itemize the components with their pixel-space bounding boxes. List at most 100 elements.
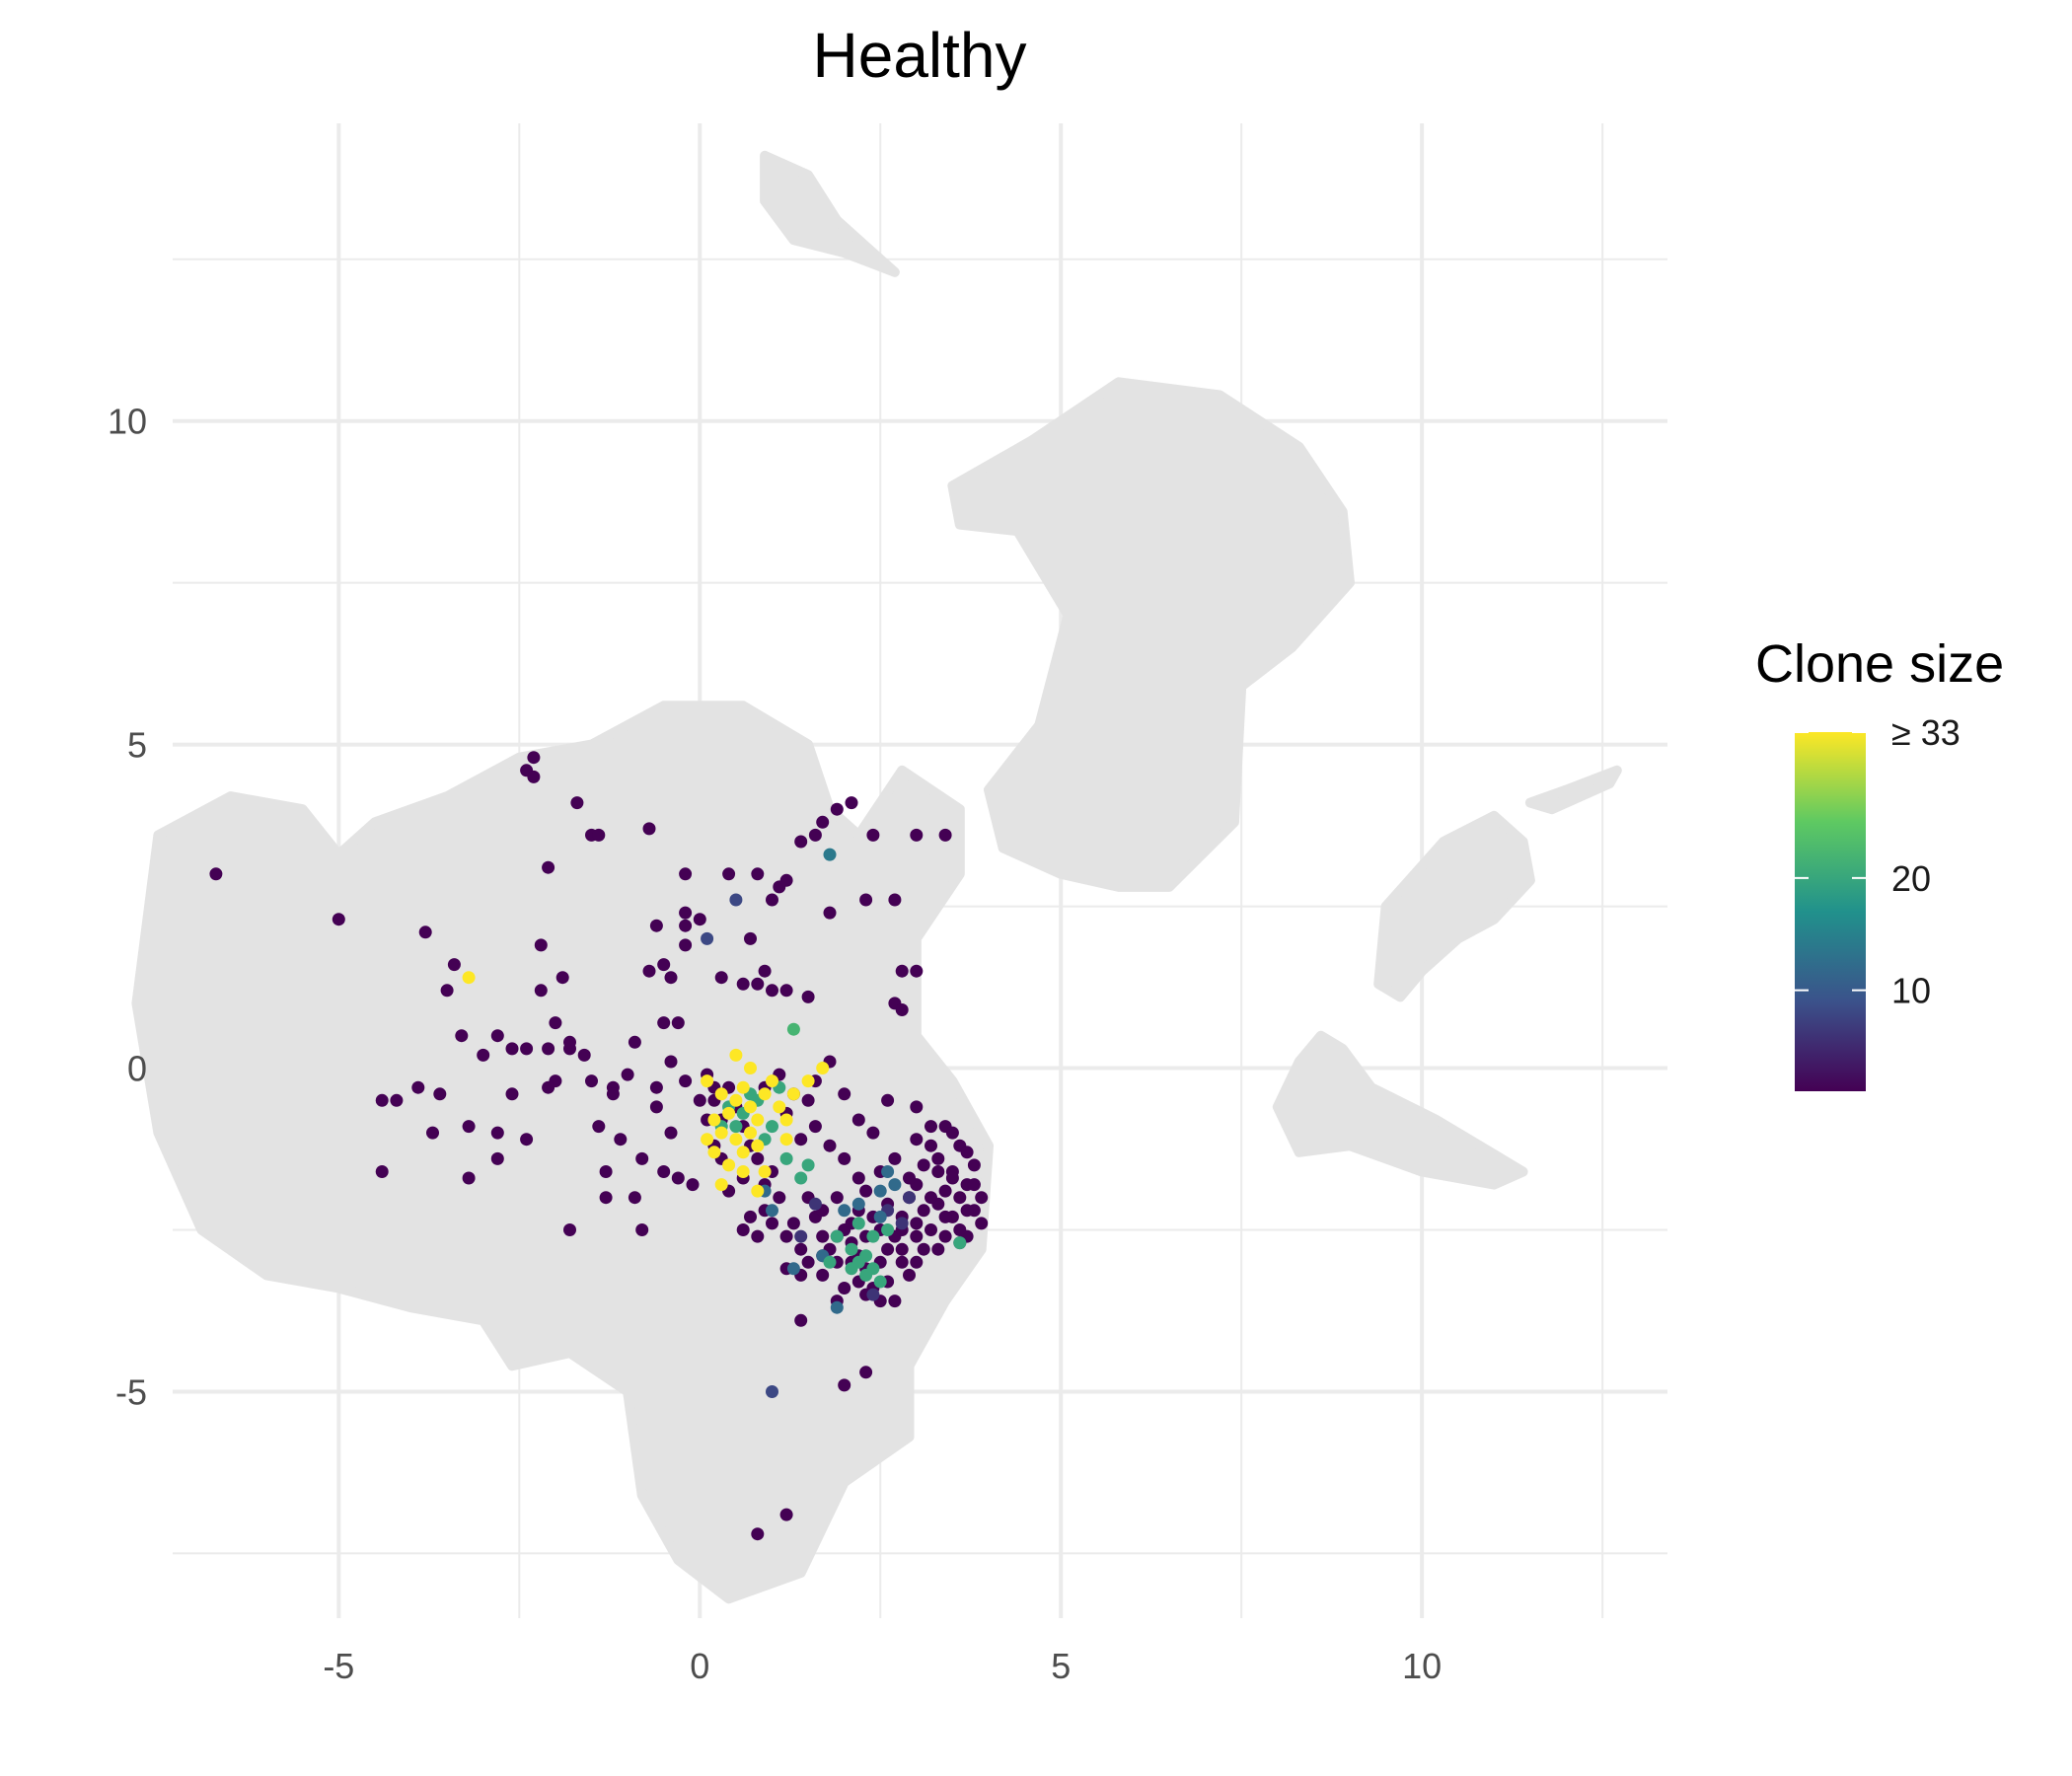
y-tick-label: -5 bbox=[115, 1371, 147, 1412]
cell-point bbox=[888, 1151, 902, 1165]
background-cell-cluster bbox=[131, 701, 994, 1604]
colorbar-tick-label: 20 bbox=[1891, 858, 1931, 899]
cell-point bbox=[903, 1171, 916, 1185]
cell-point bbox=[910, 1255, 924, 1269]
cell-point bbox=[707, 1146, 721, 1159]
cell-point bbox=[751, 1527, 765, 1541]
cell-point bbox=[477, 1048, 490, 1062]
cell-point bbox=[808, 1120, 822, 1134]
cell-point bbox=[542, 1042, 555, 1056]
cell-point bbox=[881, 1242, 895, 1256]
cell-point bbox=[729, 1133, 743, 1147]
cell-point bbox=[664, 971, 678, 985]
cell-point bbox=[642, 822, 656, 836]
cell-point bbox=[744, 1100, 757, 1114]
cell-point bbox=[808, 828, 822, 842]
cell-point bbox=[375, 1093, 389, 1107]
cell-point bbox=[779, 1133, 793, 1147]
cell-point bbox=[938, 1210, 952, 1223]
cell-point bbox=[751, 1139, 765, 1152]
cell-point bbox=[945, 1171, 959, 1185]
cell-point bbox=[786, 1262, 800, 1276]
cell-point bbox=[773, 1100, 786, 1114]
cell-point bbox=[751, 1113, 765, 1127]
cell-point bbox=[910, 964, 924, 978]
cell-point bbox=[462, 971, 476, 985]
cell-point bbox=[794, 1229, 808, 1243]
cell-point bbox=[686, 1178, 700, 1192]
cell-point bbox=[714, 971, 728, 985]
cell-point bbox=[975, 1191, 989, 1205]
cell-point bbox=[490, 1151, 504, 1165]
cell-point bbox=[766, 893, 778, 907]
cell-point bbox=[534, 984, 548, 998]
cell-point bbox=[462, 1171, 476, 1185]
cell-point bbox=[931, 1165, 945, 1178]
cell-point bbox=[701, 1074, 714, 1088]
cell-point bbox=[953, 1236, 967, 1250]
cell-point bbox=[577, 1048, 591, 1062]
cell-point bbox=[895, 1003, 909, 1016]
cell-point bbox=[910, 1133, 924, 1147]
cell-point bbox=[736, 1146, 750, 1159]
cell-point bbox=[823, 848, 837, 861]
background-cell-cluster bbox=[947, 377, 1355, 892]
cell-point bbox=[744, 1062, 757, 1074]
cell-point bbox=[838, 1378, 851, 1392]
cell-point bbox=[679, 1074, 693, 1088]
cell-point bbox=[903, 1191, 916, 1205]
cell-point bbox=[895, 1255, 909, 1269]
cell-point bbox=[938, 1184, 952, 1198]
cell-point bbox=[751, 977, 765, 991]
cell-point bbox=[859, 1268, 873, 1282]
cell-point bbox=[758, 1165, 772, 1178]
clone-points-layer bbox=[209, 751, 989, 1541]
x-tick-label: 0 bbox=[690, 1646, 709, 1686]
cell-point bbox=[779, 1113, 793, 1127]
colorbar-tick-label: 10 bbox=[1891, 971, 1931, 1011]
cell-point bbox=[866, 1229, 880, 1243]
cell-point bbox=[779, 873, 793, 887]
cell-point bbox=[332, 913, 345, 926]
cell-point bbox=[967, 1158, 981, 1172]
cell-point bbox=[614, 1133, 628, 1147]
cell-point bbox=[895, 964, 909, 978]
cell-point bbox=[794, 1313, 808, 1327]
cell-point bbox=[462, 1120, 476, 1134]
cell-point bbox=[766, 1074, 778, 1088]
chart-title: Healthy bbox=[813, 20, 1027, 91]
colorbar-tick-label: ≥ 33 bbox=[1891, 712, 1961, 753]
cell-point bbox=[816, 1268, 830, 1282]
cell-point bbox=[649, 919, 663, 932]
cell-point bbox=[534, 938, 548, 952]
cell-point bbox=[736, 1165, 750, 1178]
cell-point bbox=[664, 1126, 678, 1140]
cell-point bbox=[808, 1197, 822, 1211]
cell-point bbox=[888, 1295, 902, 1308]
cell-point bbox=[931, 1151, 945, 1165]
cell-point bbox=[751, 1184, 765, 1198]
cell-point bbox=[585, 1074, 598, 1088]
background-cell-cluster bbox=[1524, 765, 1622, 815]
cell-point bbox=[679, 906, 693, 920]
cell-point bbox=[816, 815, 830, 829]
cell-point bbox=[440, 984, 454, 998]
cell-point bbox=[823, 1139, 837, 1152]
colorbar-ticks: 10 20 ≥ 33 bbox=[1795, 712, 1961, 1011]
cell-point bbox=[816, 1062, 830, 1074]
cell-point bbox=[859, 893, 873, 907]
cell-point bbox=[801, 1074, 815, 1088]
cell-point bbox=[549, 1016, 562, 1030]
cell-point bbox=[859, 1366, 873, 1379]
cell-point bbox=[953, 1223, 967, 1236]
cell-point bbox=[823, 906, 837, 920]
x-tick-label: -5 bbox=[323, 1646, 354, 1686]
cell-point bbox=[801, 990, 815, 1003]
cell-point bbox=[866, 1288, 880, 1301]
cell-point bbox=[722, 1106, 736, 1120]
cell-point bbox=[967, 1178, 981, 1192]
cell-point bbox=[729, 1093, 743, 1107]
cell-point bbox=[779, 984, 793, 998]
cell-point bbox=[859, 1249, 873, 1263]
cell-point bbox=[786, 1087, 800, 1101]
